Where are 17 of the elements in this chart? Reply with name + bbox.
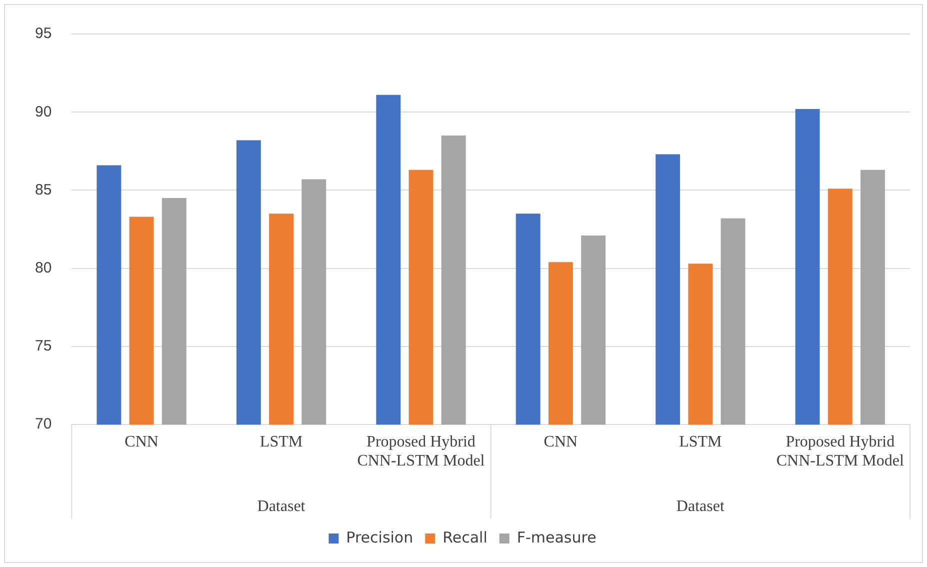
y-tick-label: 75 (34, 338, 52, 355)
text: Dataset (257, 498, 306, 516)
text: Dataset (676, 498, 725, 516)
legend-label: Precision (346, 528, 414, 546)
legend-label: Recall (442, 528, 488, 546)
y-tick-label: 70 (34, 416, 52, 433)
x-tick-label: LSTM (679, 433, 722, 450)
x-tick-label: CNN (124, 433, 159, 450)
y-tick-label: 95 (34, 25, 52, 42)
y-tick-label: 85 (34, 181, 52, 198)
x-tick-label: Proposed Hybrid CNN-LSTM Model (776, 433, 904, 470)
x-tick-label: LSTM (260, 433, 303, 450)
x-tick-label: CNN (544, 433, 578, 450)
y-tick-label: 90 (34, 103, 52, 120)
legend-label: F-measure (516, 528, 596, 546)
y-tick-label: 80 (34, 260, 52, 276)
x-tick-label: Proposed Hybrid CNN-LSTM Model (357, 433, 486, 470)
